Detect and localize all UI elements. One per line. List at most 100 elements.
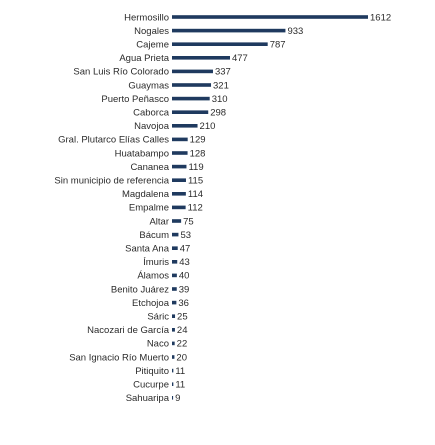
value-label: 933 [287, 26, 303, 37]
bar [172, 110, 209, 114]
category-label: Nacozari de García [87, 325, 170, 336]
bar-row: Empalme 112 [129, 203, 203, 214]
value-label: 298 [210, 108, 226, 119]
value-label: 119 [188, 162, 203, 173]
bar [172, 96, 210, 101]
value-label: 40 [179, 271, 190, 282]
value-label: 20 [176, 352, 187, 363]
bar-row: Guaymas 321 [128, 80, 229, 91]
bar-row: Pitiquito 11 [135, 366, 185, 377]
bar [172, 83, 212, 87]
value-label: 36 [178, 298, 189, 309]
bar [172, 164, 187, 169]
category-label: Bácum [139, 230, 169, 241]
bar-row: Sáric 25 [147, 312, 187, 323]
bar [172, 396, 174, 400]
category-label: Caborca [133, 108, 170, 119]
bar [172, 232, 179, 237]
bar [172, 368, 174, 373]
bar [172, 260, 178, 264]
value-label: 24 [177, 325, 188, 336]
bar-row: Caborca 298 [133, 108, 226, 119]
category-label: Altar [149, 216, 169, 227]
bar [172, 328, 175, 332]
value-label: 11 [175, 366, 185, 377]
bar [172, 56, 230, 60]
value-label: 115 [188, 176, 203, 187]
bar-row: Magdalena 114 [122, 189, 203, 200]
value-label: 210 [200, 121, 216, 132]
category-label: Sahuaripa [126, 393, 170, 404]
bar-row: Sin municipio de referencia 115 [54, 176, 203, 187]
bar [172, 273, 177, 278]
category-label: Guaymas [128, 80, 169, 91]
value-label: 9 [175, 393, 180, 404]
category-label: Puerto Peñasco [101, 94, 169, 105]
category-label: Etchojoa [132, 298, 170, 309]
bar-row: Cananea 119 [130, 162, 203, 173]
category-label: Cucurpe [133, 380, 169, 391]
bar [172, 205, 186, 210]
value-label: 1612 [370, 12, 391, 23]
category-label: Agua Prieta [119, 53, 169, 64]
bar-row: Cajeme 787 [136, 40, 285, 51]
value-label: 787 [270, 40, 286, 51]
bar-row: Nacozari de García 24 [87, 325, 187, 336]
category-label: San Ignacio Río Muerto [69, 352, 169, 363]
category-label: Gral. Plutarco Elías Calles [58, 135, 169, 146]
category-label: Sin municipio de referencia [54, 176, 169, 187]
value-label: 75 [183, 216, 194, 227]
bar-row: Puerto Peñasco 310 [101, 94, 227, 105]
value-label: 129 [190, 135, 206, 146]
bar-row: San Luis Río Colorado 337 [73, 67, 230, 78]
value-label: 114 [188, 189, 203, 200]
bar [172, 341, 175, 346]
bar [172, 192, 186, 196]
bar-row: Naco 22 [147, 339, 187, 350]
value-label: 321 [213, 80, 229, 91]
bar-row: Altar 75 [149, 216, 193, 227]
bar [172, 124, 198, 128]
bar [172, 300, 177, 305]
bar-row: Gral. Plutarco Elías Calles 129 [58, 135, 205, 146]
bar [172, 137, 188, 142]
bar [172, 382, 174, 386]
bar [172, 246, 178, 250]
bar-row: San Ignacio Río Muerto 20 [69, 352, 187, 363]
category-label: Benito Juárez [111, 284, 169, 295]
bar-row: Navojoa 210 [134, 121, 215, 132]
bar [172, 15, 368, 19]
bar-row: Ímuris 43 [143, 257, 190, 268]
category-label: Navojoa [134, 121, 170, 132]
bar [172, 28, 286, 33]
bar [172, 69, 213, 74]
value-label: 47 [180, 244, 191, 255]
bar-row: Cucurpe 11 [133, 380, 185, 391]
category-label: San Luis Río Colorado [73, 67, 169, 78]
value-label: 310 [212, 94, 228, 105]
bar [172, 219, 182, 223]
value-label: 128 [190, 148, 206, 159]
bar-row: Etchojoa 36 [132, 298, 189, 309]
bar [172, 355, 175, 359]
bar-row: Benito Juárez 39 [111, 284, 189, 295]
category-label: Ímuris [143, 257, 169, 268]
value-label: 477 [232, 53, 248, 64]
category-label: Cananea [130, 162, 169, 173]
category-label: Pitiquito [135, 366, 169, 377]
category-label: Santa Ana [125, 244, 170, 255]
category-label: Nogales [134, 26, 169, 37]
bar-row: Santa Ana 47 [125, 244, 190, 255]
value-label: 25 [177, 312, 188, 323]
category-label: Naco [147, 339, 169, 350]
category-label: Huatabampo [115, 148, 169, 159]
value-label: 337 [215, 67, 231, 78]
category-label: Hermosillo [124, 12, 169, 23]
value-label: 53 [180, 230, 191, 241]
value-label: 22 [177, 339, 188, 350]
bar [172, 178, 186, 182]
bar-row: Nogales 933 [134, 26, 303, 37]
category-label: Magdalena [122, 189, 170, 200]
bar-row: Huatabampo 128 [115, 148, 206, 159]
